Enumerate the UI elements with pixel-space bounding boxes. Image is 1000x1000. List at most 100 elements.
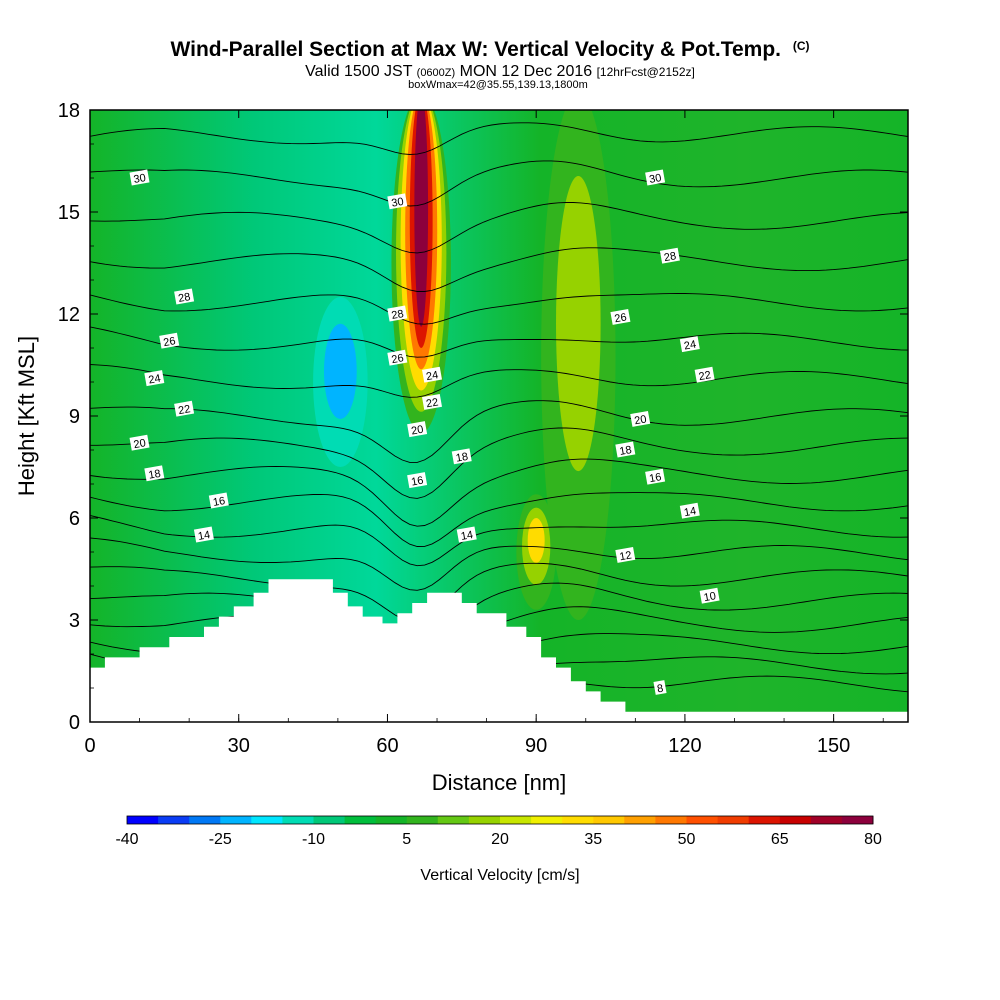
y-tick-label: 0 [69,712,80,734]
isentrope-label-bg [407,421,428,438]
isentrope-label-text: 20 [410,424,424,438]
isentrope-label: 30 [129,169,150,186]
colorbar-tick-label: 50 [678,831,696,848]
isentrope-label-text: 18 [147,468,161,482]
isentrope-label: 22 [694,366,715,383]
colorbar-swatch [779,816,812,824]
y-tick-label: 6 [69,508,80,530]
isentrope-label: 20 [630,410,651,427]
colorbar-swatch [375,816,408,824]
colorbar-swatch [748,816,781,824]
isentrope-label: 22 [422,393,443,410]
isentrope-label: 14 [193,526,214,543]
x-tick-label: 120 [668,735,701,757]
isentrope-line [90,562,908,622]
subtitle-main: Valid 1500 JST [305,63,416,80]
isentrope-label-bg [694,366,715,383]
isentrope-line [90,202,908,254]
colorbar-swatch [158,816,190,824]
colorbar-tick-label: -40 [115,831,138,848]
x-axis-ticks: 0 30 60 90 120 150 [84,110,884,757]
y-tick-label: 9 [69,406,80,428]
y-tick-label: 12 [58,304,80,326]
subtitle-utc: (0600Z) [417,67,456,79]
isentrope-label: 30 [645,169,666,186]
subtitle-date: MON 12 Dec 2016 [460,63,597,80]
isentrope-label: 14 [456,526,477,543]
colorbar: -40 -25 -10 5 20 35 50 65 80 [115,815,882,848]
colorbar-swatch [810,816,843,824]
colorbar-tick-label: 20 [491,831,509,848]
colorbar-tick-label: -25 [209,831,232,848]
isentrope-label-bg [610,308,631,325]
isentrope-label: 20 [407,421,428,438]
colorbar-swatch [686,816,719,824]
field-contour-updraft-max-col [414,110,429,327]
isentrope-label-bg [208,492,229,509]
isentrope-label-text: 8 [656,683,664,696]
isentrope-label-bg [645,468,666,485]
colorbar-tick-label: 80 [864,831,882,848]
chart-title: Wind-Parallel Section at Max W: Vertical… [170,38,809,61]
isentrope-label: 26 [610,308,631,325]
isentrope-label-bg [451,448,472,465]
isentrope-label: 30 [387,193,408,210]
colorbar-tick-label: 35 [584,831,602,848]
isentrope-label-text: 14 [197,529,211,543]
isentrope-label-text: 18 [618,444,632,458]
chart-title-text: Wind-Parallel Section at Max W: Vertical… [170,38,781,61]
x-tick-label: 30 [228,735,250,757]
isentrope-label-bg [387,193,408,210]
isentrope-label: 10 [699,587,720,604]
field-contour-downdraft-west [323,323,357,419]
colorbar-swatch [655,816,687,824]
isentrope-label-text: 30 [133,172,147,186]
isentrope-line [90,458,908,527]
isentrope-label-bg [679,502,700,519]
isentrope-label-text: 16 [410,475,424,489]
isentrope-line [90,122,908,155]
isentrope-label: 24 [144,370,165,387]
colorbar-swatch [406,816,439,824]
x-axis-label: Distance [nm] [432,770,567,795]
isentrope-label: 24 [422,366,443,383]
isentrope-label: 28 [387,305,408,322]
isentrope-label-bg [129,169,150,186]
chart-title-mark: (C) [793,39,810,53]
isentrope-label-text: 16 [212,495,226,509]
isentrope-line [90,427,908,499]
isentrope-label: 18 [615,441,636,458]
colorbar-swatch [344,816,377,824]
isentrope-label-bg [159,332,180,349]
isentrope-label-bg [630,410,651,427]
terrain-mask [90,579,908,722]
y-axis-label: Height [Kft MSL] [14,336,39,496]
isentrope-label-text: 22 [698,369,712,383]
colorbar-swatch [841,816,874,824]
isentrope-label: 16 [645,468,666,485]
field-contour-updraft-low-core [527,517,545,563]
isentrope-line [90,247,908,292]
isentrope-label-text: 14 [460,529,474,543]
isentrope-label-bg [615,441,636,458]
isentrope-label-text: 30 [390,196,404,210]
isentrope-label-text: 22 [177,403,191,417]
x-tick-label: 150 [817,735,850,757]
isentrope-line [90,400,908,463]
isentrope-label-text: 30 [648,172,662,186]
isentrope-label-bg [659,247,680,264]
isentrope-label: 14 [679,502,700,519]
isentrope-label-text: 28 [663,250,677,264]
isentrope-line [90,515,908,567]
isentrope-label: 18 [144,465,165,482]
colorbar-swatch [127,816,159,824]
colorbar-swatch [437,816,470,824]
isentrope-label: 22 [174,400,195,417]
chart-subtitle: Valid 1500 JST (0600Z) MON 12 Dec 2016 [… [305,63,695,80]
colorbar-swatch [624,816,656,824]
isentrope-label-text: 12 [618,549,632,563]
isentrope-label-bg [653,680,667,695]
isentrope-label-text: 26 [162,335,176,349]
